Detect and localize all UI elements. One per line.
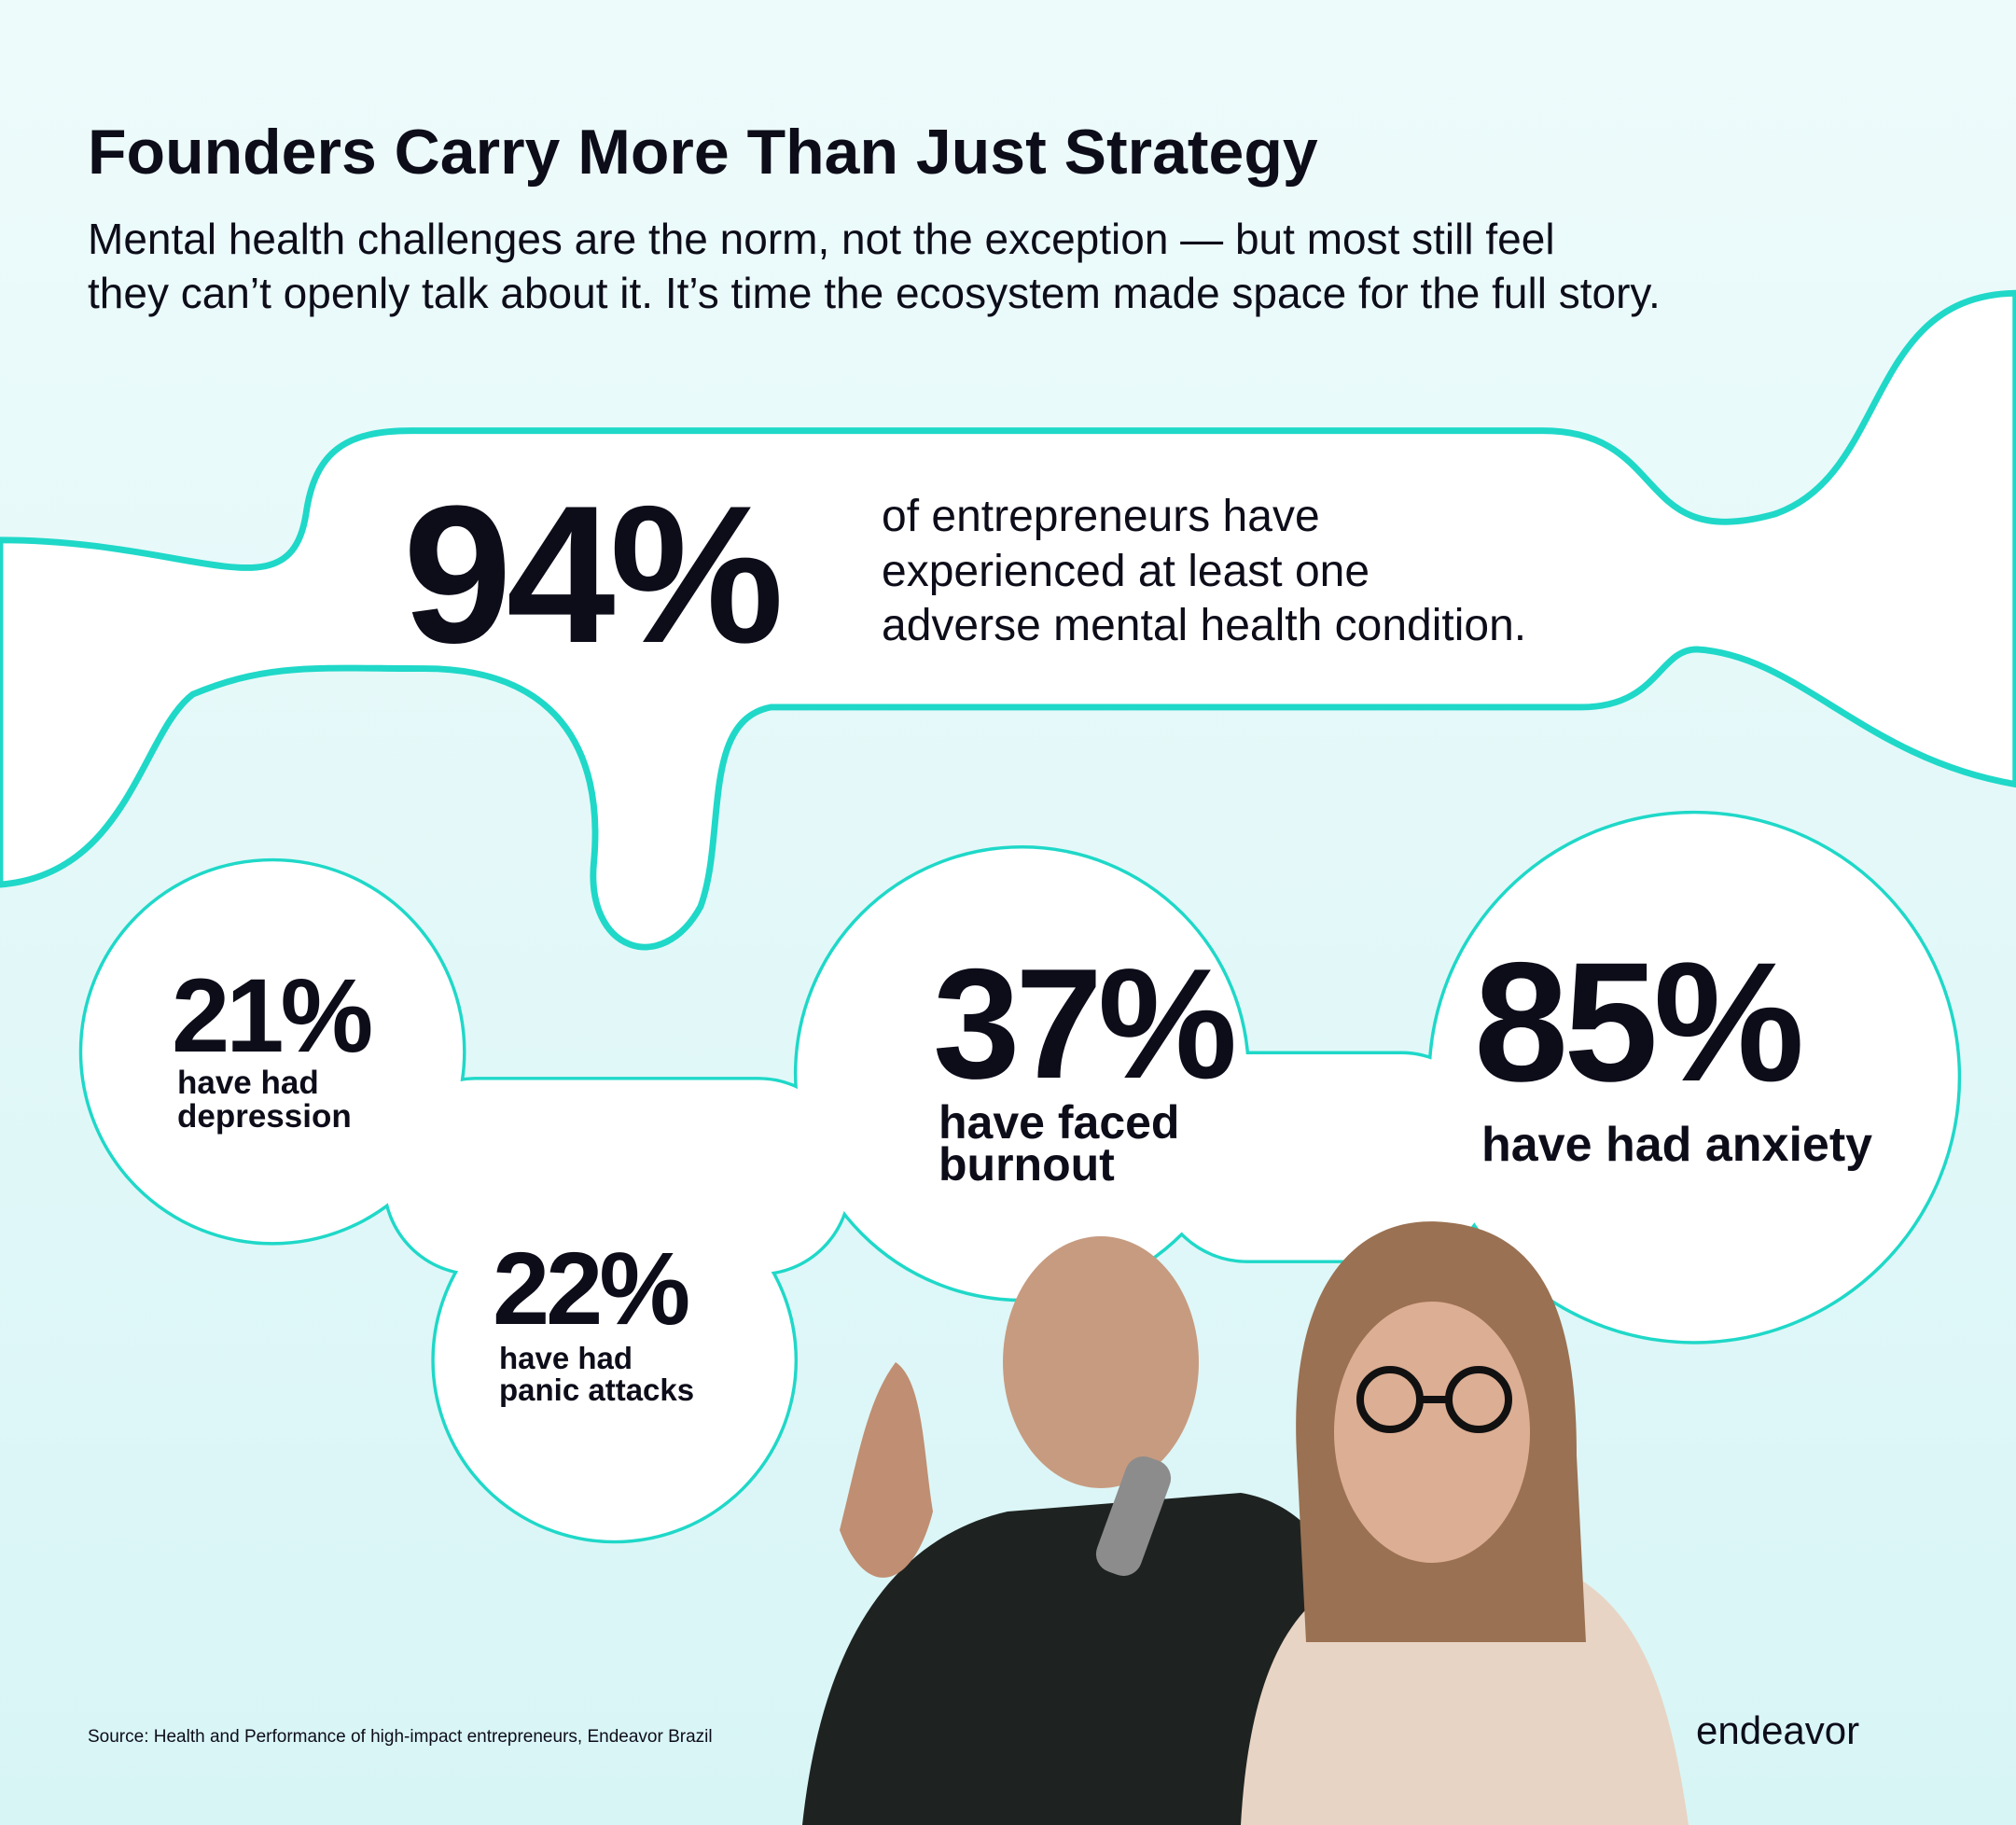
stat-label: burnout — [938, 1138, 1115, 1191]
glasses — [1356, 1366, 1512, 1433]
bubbles — [0, 289, 2016, 1544]
man-head — [1003, 1236, 1199, 1488]
stat-label: depression — [177, 1098, 352, 1135]
top-bubble — [0, 289, 2016, 951]
stat-label: have had — [499, 1341, 633, 1375]
man-hand — [840, 1362, 933, 1578]
source: Source: Health and Performance of high-i… — [88, 1727, 713, 1747]
stat-value: 85% — [1474, 926, 1800, 1117]
main-stat-value: 94% — [403, 465, 780, 684]
main-stat-text: experienced at least one — [882, 547, 1369, 596]
subtitle-line: they can’t openly talk about it. It’s ti… — [88, 269, 1661, 317]
main-stat-text: adverse mental health condition. — [882, 601, 1526, 650]
stat-label: have faced — [938, 1096, 1179, 1149]
stat-value: 22% — [493, 1232, 688, 1346]
photo — [802, 1221, 1689, 1825]
woman-head — [1334, 1302, 1530, 1563]
main-stat-text: of entrepreneurs have — [882, 492, 1320, 541]
subtitle-line: Mental health challenges are the norm, n… — [88, 215, 1555, 263]
title: Founders Carry More Than Just Strategy — [88, 117, 1318, 188]
stat-label: panic attacks — [499, 1372, 694, 1407]
stat-value: 37% — [933, 936, 1233, 1111]
lower-bubble-fills — [82, 814, 1958, 1540]
logo: endeavor — [1696, 1708, 1859, 1752]
stat-value: 21% — [172, 957, 371, 1074]
stat-label: have had anxiety — [1481, 1118, 1872, 1172]
microphone — [1095, 1456, 1172, 1576]
stat-label: have had — [177, 1065, 319, 1101]
